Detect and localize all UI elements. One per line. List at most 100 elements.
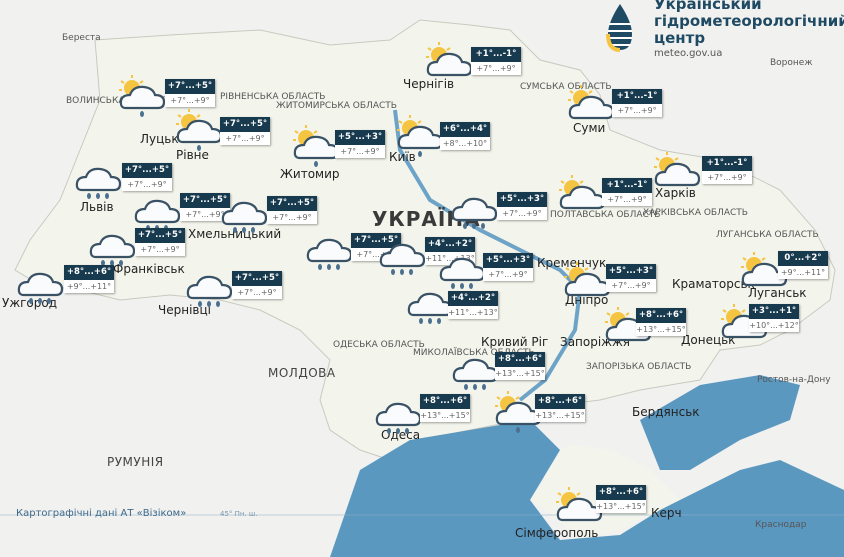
night-temp: +8°...+6° [495, 352, 545, 367]
city-luhansk: Луганськ [748, 286, 807, 300]
night-temp: +5°...+3° [483, 253, 533, 268]
city-kryvyi-rih: Кривий Ріг [481, 335, 549, 349]
night-temp: +4°...+2° [425, 237, 475, 252]
sea-of-azov [640, 375, 800, 470]
day-temp: +7°...+9° [335, 145, 385, 158]
night-temp: +1°...-1° [602, 178, 652, 193]
cloud-rain-icon [406, 281, 454, 325]
forecast-box: +7°...+5° +7°...+9° [232, 271, 282, 299]
partly-cloudy-light-rain-icon [292, 124, 340, 168]
night-temp: +7°...+5° [135, 228, 185, 243]
day-temp: +7°...+9° [232, 286, 282, 299]
region-odesa: ОДЕСЬКА ОБЛАСТЬ [333, 340, 425, 350]
city-krasnodar: Краснодар [755, 520, 807, 530]
forecast-box: +8°...+6° +13°...+15° [420, 394, 470, 422]
day-temp: +13°...+15° [636, 323, 686, 336]
forecast-box: +1°...-1° +7°...+9° [702, 156, 752, 184]
forecast-box: +5°...+3° +7°...+9° [497, 192, 547, 220]
night-temp: +7°...+5° [267, 196, 317, 211]
uhmc-logo-icon [606, 4, 632, 52]
night-temp: +1°...-1° [612, 89, 662, 104]
forecast-box: +8°...+6° +9°...+11° [64, 265, 114, 293]
city-berdiansk: Бердянськ [632, 405, 700, 419]
cloud-rain-icon [74, 156, 122, 200]
region-kharkiv: ХАРКІВСЬКА ОБЛАСТЬ [643, 208, 748, 218]
city-beresta: Береста [62, 33, 101, 43]
city-kremenchuk: Кременчук [537, 256, 607, 270]
city-lviv: Львів [80, 200, 114, 214]
cloud-rain-icon [185, 264, 233, 308]
forecast-box: +4°...+2° +11°...+13° [448, 291, 498, 319]
cloud-rain-icon [220, 190, 268, 234]
night-temp: +8°...+6° [596, 485, 646, 500]
night-temp: 0°...+2° [778, 251, 828, 266]
cloud-rain-icon [305, 227, 353, 271]
partly-cloudy-light-rain-icon [118, 74, 166, 118]
day-temp: +7°...+9° [483, 268, 533, 281]
cloud-rain-icon [450, 186, 498, 230]
forecast-box: +7°...+5° +7°...+9° [220, 117, 270, 145]
night-temp: +5°...+3° [335, 130, 385, 145]
city-rivne: Рівне [176, 148, 209, 162]
forecast-box: +5°...+3° +7°...+9° [335, 130, 385, 158]
cloud-rain-icon [133, 188, 181, 232]
day-temp: +7°...+9° [606, 279, 656, 292]
night-temp: +6°...+4° [440, 122, 490, 137]
day-temp: +7°...+9° [702, 171, 752, 184]
black-sea [330, 420, 844, 557]
forecast-box: +6°...+4° +8°...+10° [440, 122, 490, 150]
day-temp: +7°...+9° [497, 207, 547, 220]
region-poltava: ПОЛТАВСЬКА ОБЛАСТЬ [550, 210, 661, 220]
org-url[interactable]: meteo.gov.ua [654, 48, 723, 59]
org-name-line2: гідрометеорологічний [654, 12, 844, 30]
cloud-rain-icon [451, 347, 499, 391]
day-temp: +7°...+9° [220, 132, 270, 145]
city-kramatorsk: Краматорськ [672, 277, 755, 291]
cloud-rain-icon [88, 223, 136, 267]
cloud-rain-icon [374, 391, 422, 435]
day-temp: +13°...+15° [535, 409, 585, 422]
night-temp: +1°...-1° [702, 156, 752, 171]
day-temp: +7°...+9° [180, 208, 230, 221]
night-temp: +5°...+3° [497, 192, 547, 207]
map-credit: Картографічні дані АТ «Візіком» [16, 508, 187, 519]
city-simferopol: Сімферополь [515, 526, 599, 540]
partly-cloudy-light-rain-icon [175, 108, 223, 152]
org-name: Український гідрометеорологічний центр [654, 0, 844, 47]
night-temp: +3°...+1° [749, 304, 799, 319]
city-dnipro: Дніпро [565, 293, 609, 307]
city-kharkiv: Харків [655, 186, 696, 200]
city-kerch: Керч [651, 506, 682, 520]
city-lutsk: Луцьк [140, 132, 179, 146]
day-temp: +13°...+15° [420, 409, 470, 422]
forecast-box: +1°...-1° +7°...+9° [602, 178, 652, 206]
forecast-box: +7°...+5° +7°...+9° [180, 193, 230, 221]
day-temp: +7°...+9° [122, 178, 172, 191]
forecast-box: +7°...+5° +7°...+9° [122, 163, 172, 191]
org-name-line1: Український [654, 0, 762, 13]
partly-cloudy-icon [653, 151, 701, 195]
forecast-box: +8°...+6° +13°...+15° [495, 352, 545, 380]
night-temp: +5°...+3° [606, 264, 656, 279]
day-temp: +13°...+15° [596, 500, 646, 513]
country-romania: РУМУНІЯ [107, 455, 164, 469]
forecast-box: +1°...-1° +7°...+9° [471, 47, 521, 75]
day-temp: +13°...+15° [495, 367, 545, 380]
day-temp: +11°...+13° [448, 306, 498, 319]
region-rivne: РІВНЕНСЬКА ОБЛАСТЬ [220, 92, 326, 102]
night-temp: +4°...+2° [448, 291, 498, 306]
forecast-box: +8°...+6° +13°...+15° [596, 485, 646, 513]
night-temp: +8°...+6° [420, 394, 470, 409]
city-khmelnytskyi: Хмельницький [188, 227, 282, 241]
forecast-box: +8°...+6° +13°...+15° [636, 308, 686, 336]
city-frankivsk: Франківськ [113, 262, 185, 276]
day-temp: +8°...+10° [440, 137, 490, 150]
region-luhansk: ЛУГАНСЬКА ОБЛАСТЬ [716, 230, 819, 240]
forecast-box: +7°...+5° +7°...+9° [267, 196, 317, 224]
day-temp: +7°...+9° [135, 243, 185, 256]
day-temp: +9°...+11° [64, 280, 114, 293]
night-temp: +7°...+5° [165, 79, 215, 94]
day-temp: +7°...+9° [267, 211, 317, 224]
city-chernihiv: Чернігів [403, 77, 455, 91]
